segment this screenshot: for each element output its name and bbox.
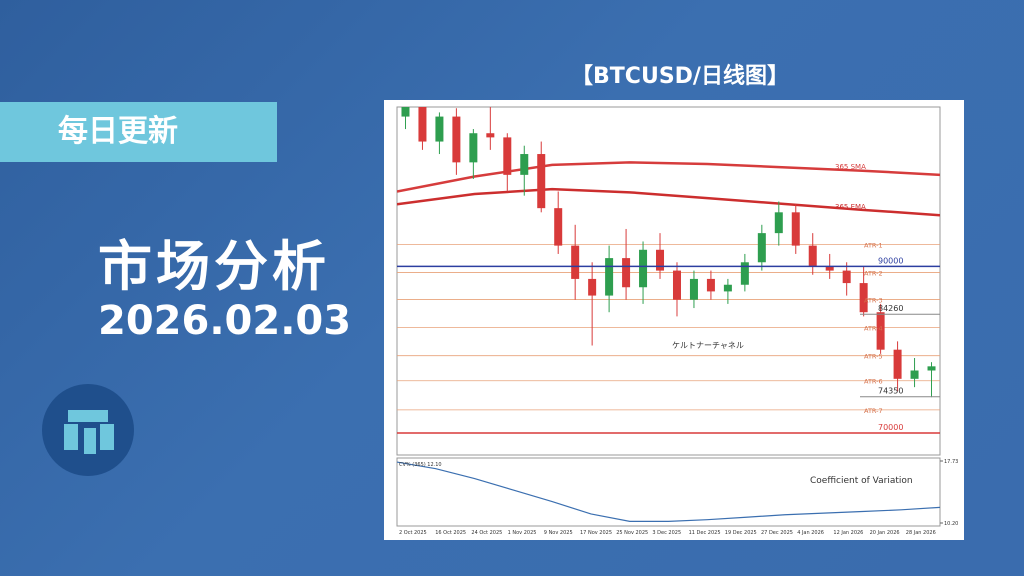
x-tick-label: 16 Oct 2025 [435, 530, 466, 536]
candle-body [537, 154, 546, 209]
candle-body [571, 245, 580, 279]
candle-body [469, 133, 478, 163]
x-tick-label: 2 Oct 2025 [399, 530, 427, 536]
sma-line [397, 161, 940, 193]
x-tick-label: 9 Nov 2025 [544, 530, 573, 536]
x-tick-label: 17 Nov 2025 [580, 530, 612, 536]
candle-body [774, 212, 783, 234]
x-tick-label: 3 Dec 2025 [652, 530, 681, 536]
atr-label: ATR-4 [864, 325, 883, 333]
candle-body [656, 249, 665, 271]
atr-label: ATR-1 [864, 241, 883, 249]
candle-body [740, 262, 749, 285]
candle-body [588, 278, 597, 296]
level-label: 90000 [878, 256, 903, 265]
atr-label: ATR-3 [864, 297, 883, 305]
date: 2026.02.03 [98, 298, 352, 344]
candle-body [723, 284, 732, 292]
chart-frame [384, 100, 964, 540]
candle-body [706, 278, 715, 292]
candle-body [622, 258, 631, 288]
plot [397, 107, 940, 411]
cv-line [396, 461, 941, 522]
x-tick-label: 1 Nov 2025 [508, 530, 537, 536]
x-tick-label: 28 Jan 2026 [906, 530, 936, 536]
candle-body [672, 270, 681, 300]
x-tick-label: 4 Jan 2026 [797, 530, 824, 536]
level-label: 70000 [878, 423, 903, 432]
candle-body [520, 154, 529, 175]
chart-caption: 【BTCUSD/日线图】 [571, 64, 789, 89]
tag: 每日更新 [0, 102, 277, 162]
level-label: 84260 [878, 304, 903, 313]
x-tick-label: 11 Dec 2025 [689, 530, 721, 536]
ema-label: 365 EMA [835, 203, 866, 211]
candle-body [452, 116, 461, 163]
atr-label: ATR-2 [864, 269, 883, 277]
x-tick-label: 24 Oct 2025 [471, 530, 502, 536]
cv-label: CV% (365) 12.10 [399, 462, 442, 468]
cv-tick-label: 10.20 [944, 521, 958, 527]
candle-body [825, 266, 834, 271]
cv-tick-label: 17.73 [944, 459, 958, 465]
title: 市场分析 [98, 235, 330, 298]
candle-body [859, 283, 868, 313]
candle-body [876, 312, 885, 350]
x-tick-label: 12 Jan 2026 [833, 530, 863, 536]
candle-body [486, 133, 495, 138]
candle-body [757, 233, 766, 263]
channel-label: ケルトナーチャネル [672, 341, 744, 350]
candle-body [605, 258, 614, 296]
level-label: 74350 [878, 387, 903, 396]
candle-body [893, 349, 902, 379]
candle-body [842, 270, 851, 284]
sma-label: 365 SMA [835, 163, 866, 171]
candle-body [418, 107, 427, 142]
candle-body [639, 249, 648, 288]
candle-body [689, 278, 698, 300]
candle-body [503, 137, 512, 175]
candle-body [927, 366, 936, 371]
plot-frame [396, 106, 941, 456]
atr-label: ATR-6 [864, 378, 883, 386]
x-tick-label: 25 Nov 2025 [616, 530, 648, 536]
cv-title: Coefficient of Variation [810, 476, 913, 486]
candle-body [401, 107, 410, 117]
cv-frame [396, 457, 941, 527]
candle-body [435, 116, 444, 142]
atr-label: ATR-5 [864, 353, 883, 361]
x-tick-label: 27 Dec 2025 [761, 530, 793, 536]
atr-label: ATR-7 [864, 407, 883, 415]
x-tick-label: 20 Jan 2026 [870, 530, 900, 536]
ema-line [397, 187, 940, 217]
x-tick-label: 19 Dec 2025 [725, 530, 757, 536]
candle-body [791, 212, 800, 246]
candle-body [910, 370, 919, 379]
candle-body [554, 208, 563, 246]
candle-body [808, 245, 817, 267]
